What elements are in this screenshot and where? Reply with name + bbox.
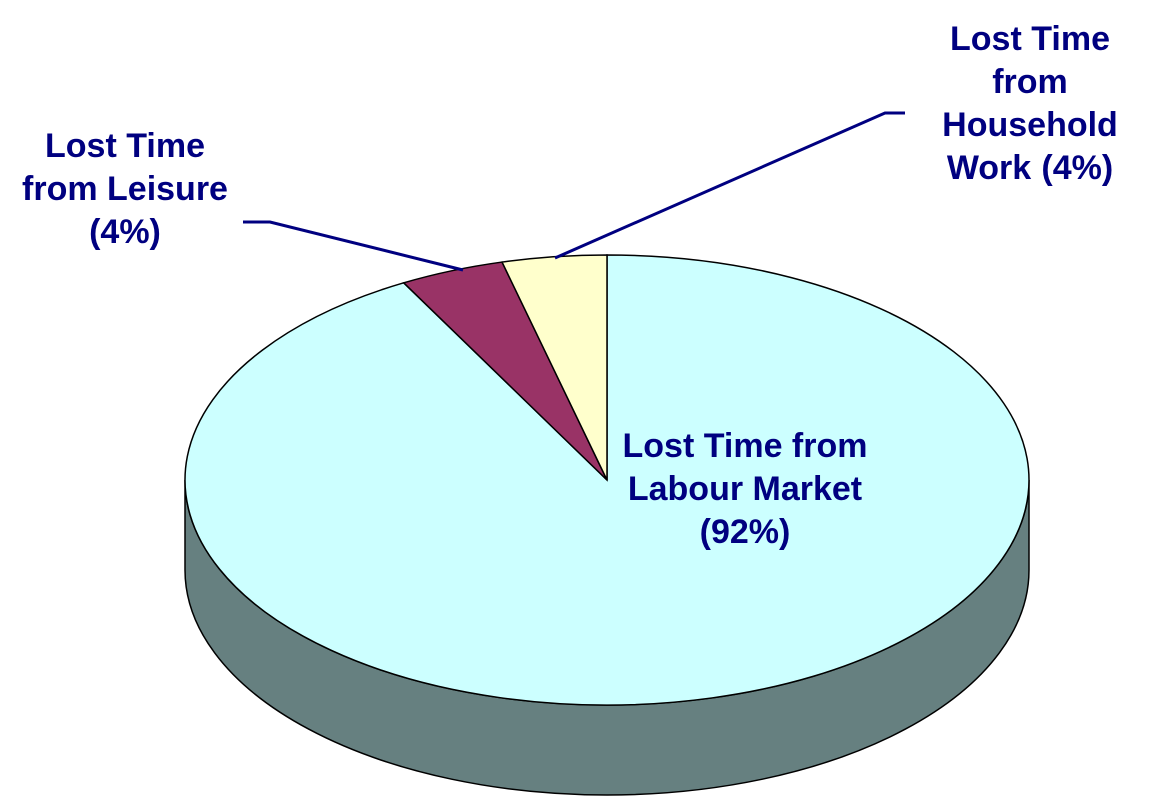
slice-label: Lost Time from Leisure (4%) [20, 125, 230, 254]
slice-label: Lost Time from Labour Market (92%) [620, 425, 870, 554]
leader-line [243, 220, 464, 272]
category-label: Lost Time from Household Work [942, 20, 1118, 187]
pie [184, 254, 1030, 796]
value-label: (92%) [699, 513, 791, 551]
category-label: Lost Time from Labour Market [622, 427, 868, 508]
slice-label: Lost Time from Household Work (4%) [910, 18, 1150, 190]
value-label: (4%) [89, 213, 161, 251]
leader-line [554, 111, 905, 260]
category-label: Lost Time from Leisure [22, 127, 228, 208]
pie-slice [500, 254, 608, 481]
value-label: (4%) [1041, 149, 1114, 187]
